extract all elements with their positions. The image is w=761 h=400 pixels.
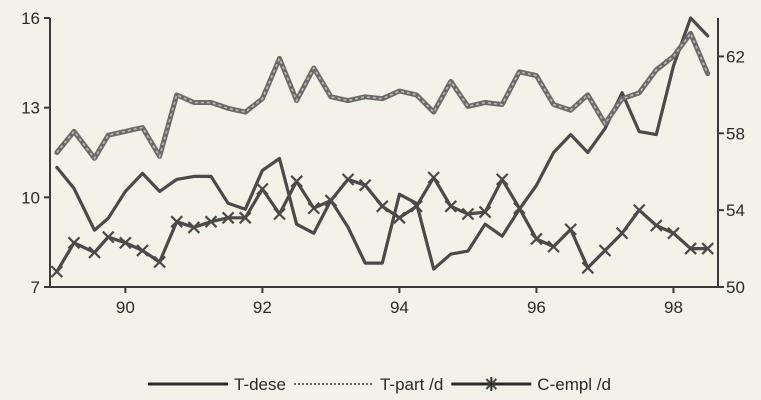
data-point-c-empl-d <box>701 242 715 255</box>
legend-label-t-dese: T-dese <box>234 375 286 394</box>
data-point-c-empl-d <box>273 207 286 221</box>
x-tick-label: 96 <box>527 298 546 317</box>
legend-item-t-part-d: T-part /d <box>293 375 443 394</box>
data-point-c-empl-d <box>564 223 577 236</box>
data-point-c-empl-d <box>478 205 492 219</box>
data-point-c-empl-d <box>221 211 235 225</box>
data-point-c-empl-d <box>307 201 321 215</box>
data-point-c-empl-d <box>547 240 560 253</box>
y-right-tick-label: 50 <box>726 278 745 297</box>
data-point-c-empl-d <box>598 244 612 257</box>
y-left-tick-label: 10 <box>21 188 40 207</box>
data-point-c-empl-d <box>256 182 269 196</box>
data-point-c-empl-d <box>410 200 423 213</box>
data-point-c-empl-d <box>67 236 81 250</box>
x-tick-label: 92 <box>253 298 272 317</box>
series-t-dese <box>55 16 710 271</box>
data-point-c-empl-d <box>324 194 338 207</box>
axes: 7 10 13 16 50 54 58 62 90 92 94 96 98 <box>21 9 745 317</box>
data-point-c-empl-d <box>187 221 201 234</box>
legend: T-dese T-part /d C-empl /d <box>148 375 611 394</box>
data-point-c-empl-d <box>530 232 543 246</box>
series-c-empl-d <box>50 171 715 278</box>
series-line-t-part-d <box>54 30 711 161</box>
data-point-c-empl-d <box>615 226 629 240</box>
data-point-c-empl-d <box>581 261 595 275</box>
data-point-c-empl-d <box>341 173 355 186</box>
legend-item-t-dese: T-dese <box>148 375 286 394</box>
data-point-c-empl-d <box>101 230 115 244</box>
series-line-t-dese <box>55 16 710 271</box>
data-point-c-empl-d <box>204 215 218 228</box>
series-t-part-d <box>54 30 711 161</box>
x-tick-label: 98 <box>664 298 683 317</box>
data-point-c-empl-d <box>667 226 680 240</box>
data-point-c-empl-d <box>358 178 372 192</box>
data-point-c-empl-d <box>393 211 406 225</box>
data-point-c-empl-d <box>290 175 303 188</box>
legend-label-t-part-d: T-part /d <box>380 375 443 394</box>
data-point-c-empl-d <box>427 171 440 184</box>
data-point-c-empl-d <box>632 203 646 217</box>
data-point-c-empl-d <box>684 242 697 255</box>
data-point-c-empl-d <box>461 207 475 221</box>
y-left-tick-label: 13 <box>21 99 40 118</box>
data-point-c-empl-d <box>170 215 184 228</box>
plot-area <box>50 16 715 278</box>
y-right-tick-label: 58 <box>726 124 745 143</box>
data-point-c-empl-d <box>376 200 389 213</box>
data-point-c-empl-d <box>136 244 149 257</box>
x-tick-label: 94 <box>390 298 409 317</box>
y-right-tick-label: 62 <box>726 47 745 66</box>
y-right-tick-label: 54 <box>726 201 745 220</box>
y-left-tick-label: 7 <box>31 278 40 297</box>
data-point-c-empl-d <box>50 265 64 278</box>
y-left-tick-label: 16 <box>21 9 40 28</box>
data-point-c-empl-d <box>153 255 166 269</box>
data-point-c-empl-d <box>88 246 101 259</box>
legend-item-c-empl-d: C-empl /d <box>451 375 611 394</box>
data-point-c-empl-d <box>650 219 663 232</box>
data-point-c-empl-d <box>495 173 509 186</box>
data-point-c-empl-d <box>444 200 458 213</box>
x-tick-label: 90 <box>116 298 135 317</box>
legend-label-c-empl-d: C-empl /d <box>537 375 611 394</box>
data-point-c-empl-d <box>119 236 132 250</box>
data-point-c-empl-d <box>238 211 252 225</box>
data-point-c-empl-d <box>513 201 526 215</box>
